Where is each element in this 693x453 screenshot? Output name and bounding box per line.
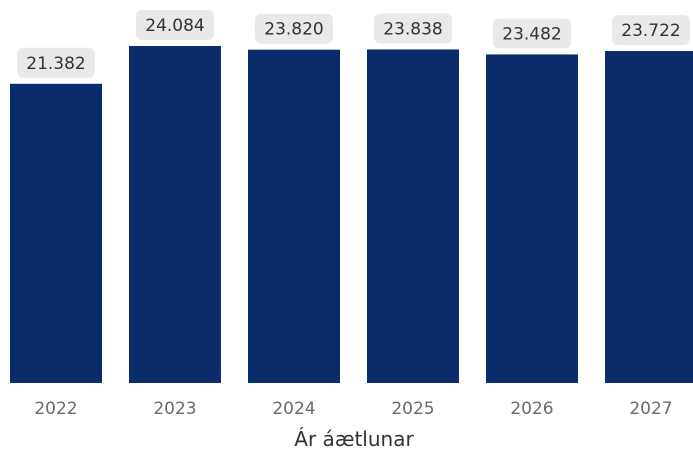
x-tick-2022: 2022 — [34, 399, 77, 419]
x-tick-2024: 2024 — [272, 399, 315, 419]
data-labels-group: 21.382 24.084 23.820 23.838 23.482 23.722 — [17, 10, 690, 78]
bar-2025 — [367, 49, 459, 384]
bar-2027 — [605, 51, 693, 383]
bar-2022 — [10, 83, 102, 383]
x-ticks-group: 2022 2023 2024 2025 2026 2027 — [34, 399, 672, 419]
x-tick-2025: 2025 — [391, 399, 434, 419]
data-label-bg-2023 — [136, 10, 214, 40]
x-tick-2023: 2023 — [153, 399, 196, 419]
data-label-2022: 21.382 — [26, 54, 85, 74]
data-label-2026: 23.482 — [502, 24, 561, 44]
bar-2024 — [248, 49, 340, 384]
data-label-2025: 23.838 — [383, 19, 442, 39]
bar-2026 — [486, 54, 578, 384]
data-label-bg-2024 — [255, 13, 333, 44]
bars-group — [10, 46, 693, 384]
data-label-2024: 23.820 — [264, 20, 323, 40]
x-tick-2026: 2026 — [510, 399, 553, 419]
data-label-bg-2022 — [17, 47, 95, 78]
data-label-2023: 24.084 — [145, 16, 204, 36]
x-tick-2027: 2027 — [629, 399, 672, 419]
data-label-2027: 23.722 — [621, 21, 680, 41]
data-label-bg-2026 — [493, 18, 571, 49]
bar-2023 — [129, 46, 221, 383]
data-label-bg-2027 — [612, 15, 690, 46]
data-label-bg-2025 — [374, 13, 452, 44]
x-axis-label: Ár áætlunar — [294, 427, 414, 451]
